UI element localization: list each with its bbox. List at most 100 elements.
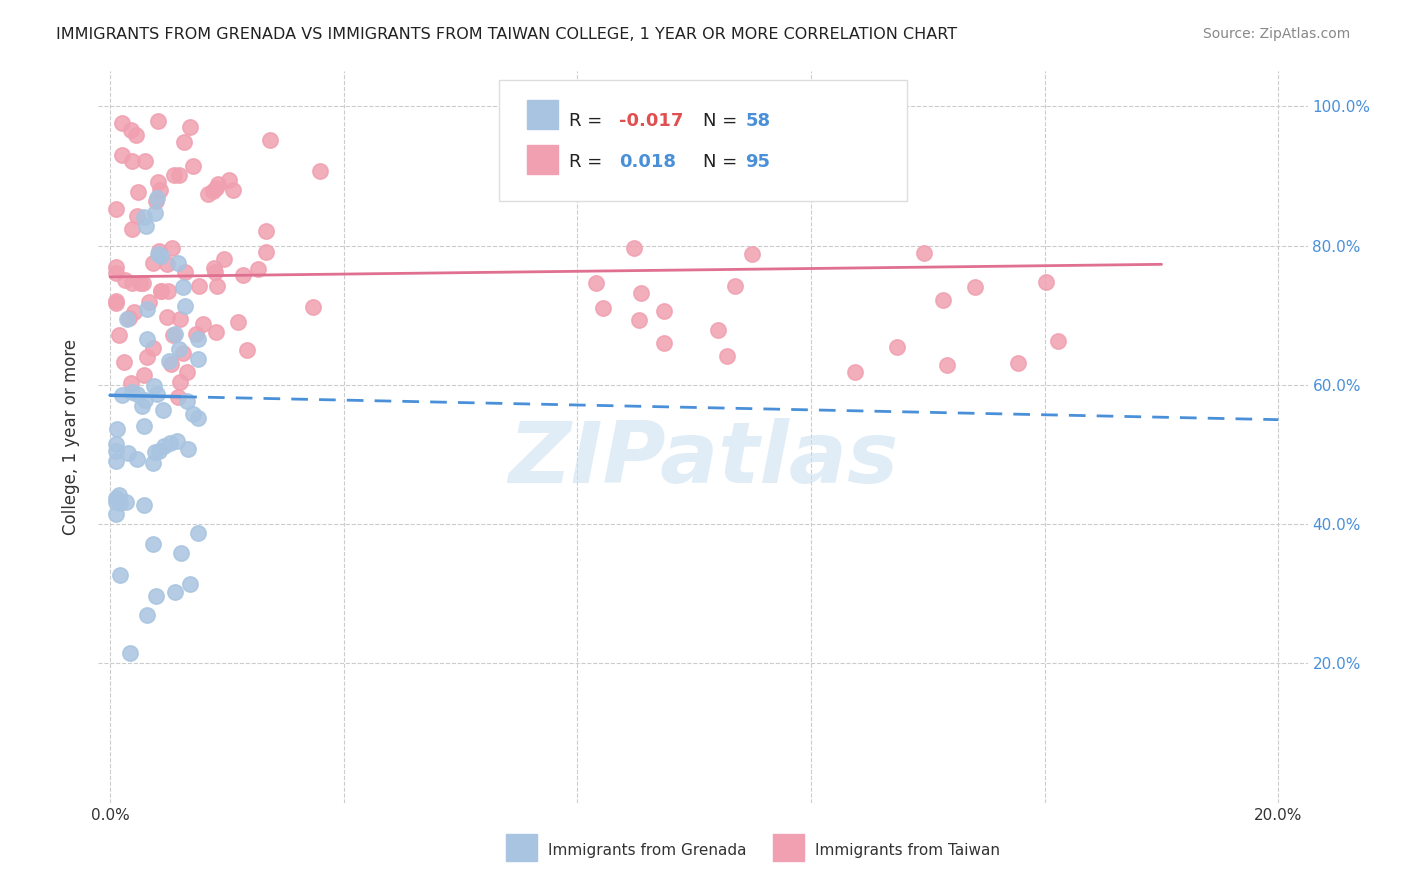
Point xyxy=(120,123,142,137)
Point xyxy=(127,186,149,200)
Point xyxy=(259,133,281,147)
Point xyxy=(844,365,866,379)
Point xyxy=(131,399,153,413)
Point xyxy=(121,222,143,236)
Point xyxy=(160,358,183,372)
Point xyxy=(150,284,173,298)
Point xyxy=(104,443,127,458)
Point xyxy=(181,159,204,173)
Point xyxy=(156,310,179,324)
Point xyxy=(156,284,179,298)
Point xyxy=(592,301,614,316)
Point xyxy=(104,454,127,468)
Point xyxy=(654,303,676,318)
Point xyxy=(132,419,155,434)
Point xyxy=(166,256,188,270)
Point xyxy=(104,437,127,451)
Point xyxy=(149,285,172,299)
Point xyxy=(623,241,645,255)
Point xyxy=(146,191,169,205)
Point xyxy=(166,434,188,448)
Point xyxy=(124,305,146,319)
Point xyxy=(187,525,209,540)
Point xyxy=(162,242,184,256)
Point xyxy=(132,210,155,224)
Point xyxy=(115,495,138,509)
Point xyxy=(132,368,155,383)
Point xyxy=(148,244,170,258)
Point xyxy=(218,173,240,187)
Text: 58: 58 xyxy=(745,112,770,130)
Point xyxy=(146,247,169,261)
Point xyxy=(235,343,257,357)
Point xyxy=(167,342,190,356)
Point xyxy=(204,181,226,195)
Point xyxy=(173,136,195,150)
Point xyxy=(142,536,165,550)
Point xyxy=(585,276,607,290)
Point xyxy=(963,280,986,294)
Point xyxy=(148,444,170,458)
Point xyxy=(111,388,134,402)
Point xyxy=(187,410,209,425)
Point xyxy=(654,335,676,350)
Point xyxy=(176,394,198,409)
Point xyxy=(886,340,908,354)
Point xyxy=(936,359,959,373)
Point xyxy=(1007,356,1029,370)
Point xyxy=(110,567,132,582)
Point xyxy=(932,293,955,307)
Point xyxy=(169,546,191,560)
Point xyxy=(214,252,236,266)
Point xyxy=(179,120,201,135)
Point xyxy=(104,266,127,280)
Point xyxy=(125,210,148,224)
Point xyxy=(107,327,129,342)
Point xyxy=(205,279,228,293)
Point xyxy=(145,194,167,208)
Point xyxy=(127,386,149,401)
Point xyxy=(159,435,181,450)
Point xyxy=(174,299,197,313)
Point xyxy=(112,355,135,369)
Point xyxy=(197,186,219,201)
Point xyxy=(132,276,155,290)
Point xyxy=(107,488,129,502)
Point xyxy=(120,646,142,660)
Point xyxy=(104,293,127,308)
Point xyxy=(191,317,214,331)
Point xyxy=(125,452,148,467)
Point xyxy=(111,148,134,162)
Point xyxy=(142,255,165,269)
Point xyxy=(1047,334,1070,348)
Point xyxy=(121,154,143,169)
Text: R =: R = xyxy=(569,112,609,130)
Text: Immigrants from Grenada: Immigrants from Grenada xyxy=(548,843,747,857)
Point xyxy=(104,491,127,505)
Text: IMMIGRANTS FROM GRENADA VS IMMIGRANTS FROM TAIWAN COLLEGE, 1 YEAR OR MORE CORREL: IMMIGRANTS FROM GRENADA VS IMMIGRANTS FR… xyxy=(56,27,957,42)
Point xyxy=(143,379,166,393)
Point xyxy=(135,350,157,364)
Point xyxy=(138,294,160,309)
Point xyxy=(134,392,156,407)
Point xyxy=(187,332,209,346)
Point xyxy=(254,245,277,260)
Point xyxy=(707,323,730,337)
Point xyxy=(104,202,127,217)
Point xyxy=(152,403,174,417)
Point xyxy=(207,177,229,191)
Point xyxy=(120,376,142,390)
Point xyxy=(202,184,225,198)
Point xyxy=(232,268,254,282)
Point xyxy=(716,350,738,364)
Point xyxy=(136,607,159,622)
Text: R =: R = xyxy=(569,153,609,171)
Point xyxy=(172,346,194,360)
Point xyxy=(204,265,226,279)
Point xyxy=(172,280,194,294)
Point xyxy=(246,262,269,277)
Y-axis label: College, 1 year or more: College, 1 year or more xyxy=(62,339,80,535)
Point xyxy=(163,169,186,183)
Point xyxy=(121,276,143,290)
Point xyxy=(110,495,132,509)
